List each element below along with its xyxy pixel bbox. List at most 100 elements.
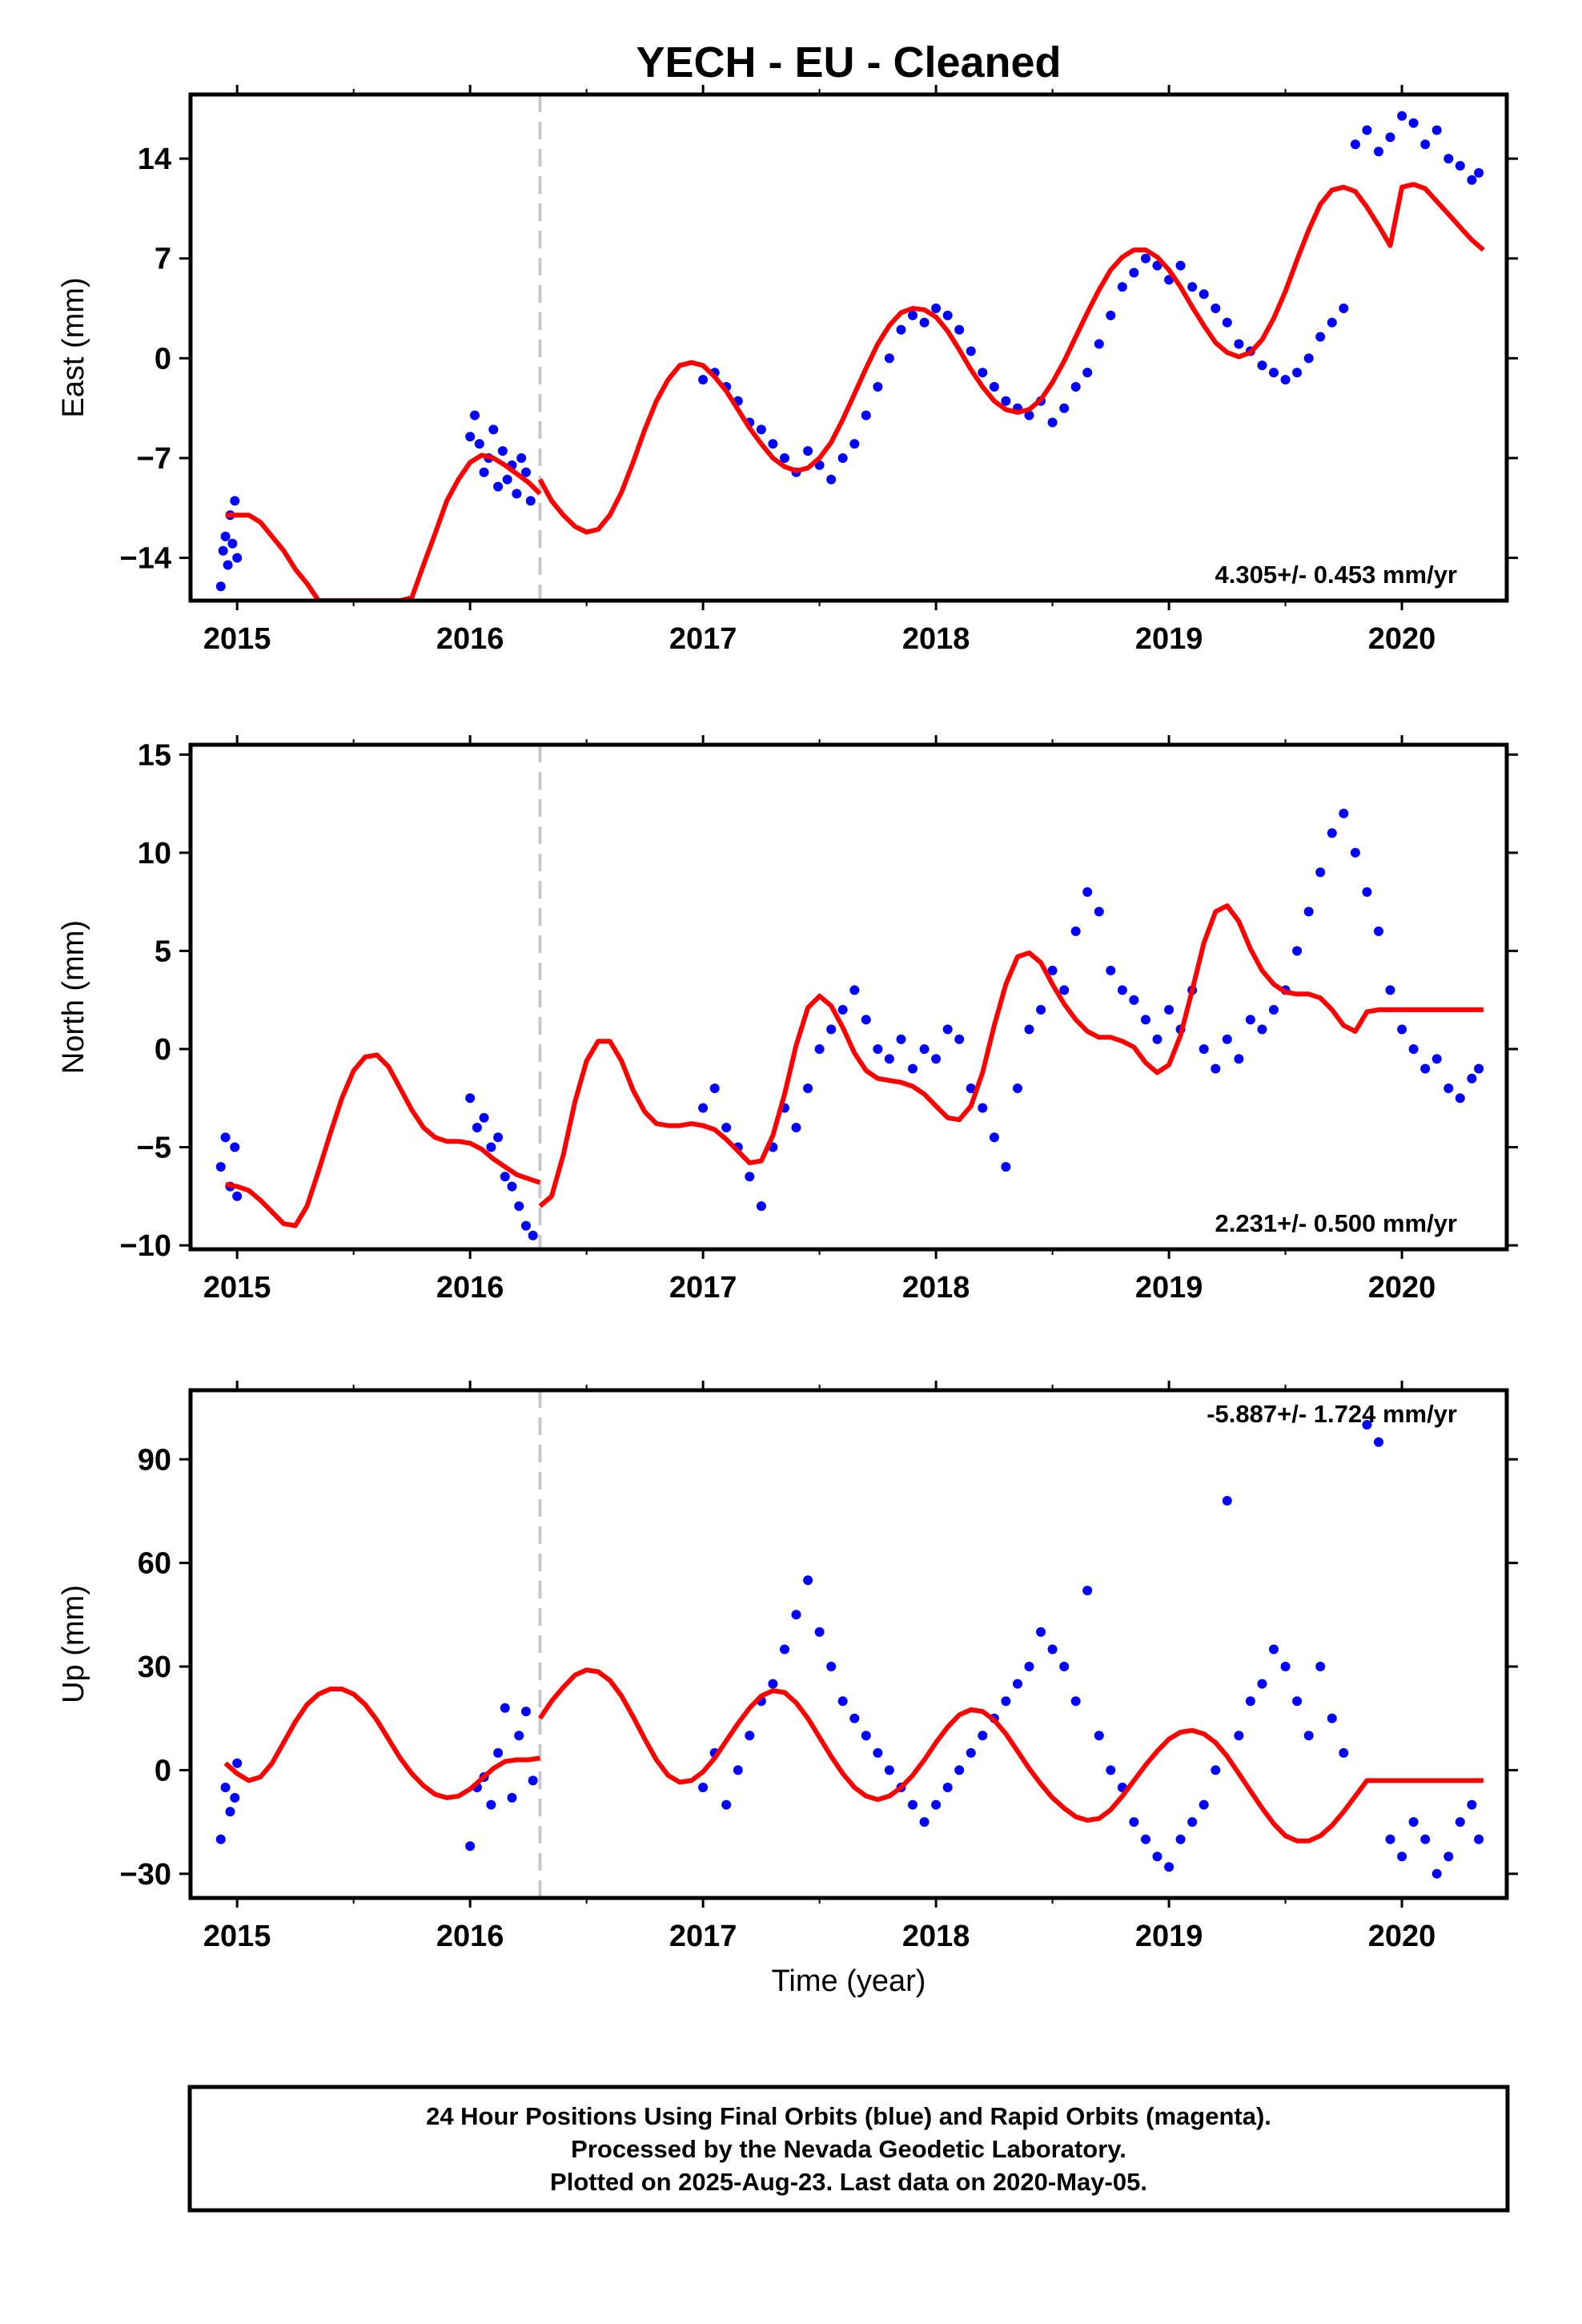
up-data-point: [528, 1775, 538, 1786]
east-data-point: [861, 410, 871, 420]
up-data-point: [507, 1792, 517, 1803]
up-data-point: [1199, 1799, 1209, 1810]
east-data-point: [978, 368, 988, 378]
up-rate-label: -5.887+/- 1.724 mm/yr: [1207, 1400, 1457, 1428]
up-data-point: [745, 1731, 755, 1741]
x-axis-title: Time (year): [772, 1964, 926, 1998]
up-x-tick-label: 2019: [1135, 1920, 1203, 1953]
up-data-point: [1245, 1696, 1255, 1707]
east-data-point: [1117, 282, 1127, 292]
north-y-tick-label: 15: [138, 738, 171, 772]
east-data-point: [521, 467, 531, 477]
up-data-point: [232, 1758, 243, 1768]
north-data-point: [1408, 1044, 1419, 1054]
east-data-point: [1047, 417, 1058, 428]
east-data-point: [989, 382, 999, 392]
up-data-point: [1059, 1662, 1070, 1671]
north-data-point: [1397, 1024, 1407, 1035]
north-data-point: [1129, 995, 1139, 1005]
up-data-point: [908, 1799, 917, 1810]
east-data-point: [837, 453, 848, 463]
up-data-point: [1013, 1679, 1022, 1689]
north-data-point: [698, 1103, 709, 1113]
up-data-point: [861, 1731, 871, 1741]
east-data-point: [465, 432, 476, 442]
north-data-point: [528, 1230, 538, 1240]
up-x-tick-label: 2018: [902, 1920, 970, 1953]
north-data-point: [989, 1132, 999, 1143]
east-data-point: [1374, 147, 1383, 157]
up-data-point: [1408, 1817, 1419, 1827]
east-data-point: [1315, 332, 1326, 342]
north-data-point: [1292, 946, 1303, 956]
east-data-point: [1257, 360, 1267, 371]
north-data-point: [1222, 1034, 1232, 1044]
east-data-point: [1327, 317, 1337, 328]
north-data-point: [215, 1162, 226, 1172]
up-y-axis-title: Up (mm): [57, 1585, 90, 1703]
up-data-point: [733, 1765, 743, 1775]
up-data-point: [1257, 1679, 1267, 1689]
north-data-point: [837, 1004, 848, 1015]
north-data-point: [1303, 907, 1314, 917]
north-data-point: [1467, 1073, 1477, 1084]
footer-line-3: Plotted on 2025-Aug-23. Last data on 202…: [550, 2168, 1147, 2196]
east-data-point: [502, 474, 512, 485]
north-data-point: [814, 1044, 825, 1054]
up-data-point: [1001, 1696, 1011, 1707]
east-data-point: [698, 375, 709, 385]
up-data-point: [220, 1783, 231, 1792]
east-data-point: [1059, 403, 1070, 413]
north-data-point: [1443, 1084, 1454, 1093]
north-data-point: [861, 1015, 871, 1025]
up-data-point: [1222, 1496, 1232, 1506]
up-data-point: [1467, 1799, 1477, 1810]
east-data-point: [1199, 289, 1209, 300]
east-data-point: [232, 553, 243, 563]
up-model-line: [538, 1667, 1484, 1844]
up-data-point: [698, 1783, 709, 1792]
east-data-point: [474, 439, 484, 449]
east-data-point: [512, 489, 522, 499]
north-data-point: [791, 1123, 801, 1132]
east-data-point: [1474, 167, 1484, 178]
east-plot-area: [191, 94, 1507, 601]
north-data-point: [1245, 1015, 1255, 1025]
north-y-tick-label: 5: [155, 935, 171, 968]
up-data-point: [1175, 1834, 1186, 1844]
east-data-point: [1269, 368, 1279, 378]
up-data-point: [1443, 1852, 1454, 1862]
north-data-point: [1094, 907, 1104, 917]
chart-title: YECH - EU - Cleaned: [636, 38, 1061, 86]
up-data-point: [942, 1783, 953, 1792]
east-data-point: [488, 424, 499, 435]
east-data-point: [1420, 139, 1431, 150]
north-data-point: [1385, 985, 1395, 995]
up-data-point: [1024, 1662, 1034, 1671]
east-y-tick-label: 14: [138, 143, 171, 176]
north-data-point: [230, 1142, 240, 1152]
east-data-point: [1408, 118, 1419, 128]
up-data-point: [1303, 1731, 1314, 1741]
east-model-line: [537, 182, 1485, 535]
east-data-point: [931, 304, 942, 313]
up-data-point: [1339, 1747, 1349, 1758]
north-data-point: [500, 1172, 510, 1182]
north-data-point: [465, 1093, 476, 1104]
north-data-point: [1234, 1054, 1244, 1064]
north-x-tick-label: 2020: [1368, 1271, 1436, 1305]
north-data-point: [1420, 1063, 1431, 1074]
up-x-tick-label: 2017: [669, 1920, 737, 1953]
north-y-tick-label: 0: [155, 1033, 171, 1067]
east-data-point: [1082, 368, 1093, 378]
north-x-tick-label: 2016: [436, 1271, 504, 1305]
up-data-point: [1047, 1644, 1058, 1655]
up-data-point: [780, 1644, 789, 1655]
east-data-point: [497, 446, 508, 456]
up-data-point: [500, 1703, 510, 1713]
east-y-tick-label: 0: [155, 342, 171, 376]
up-data-point: [1327, 1713, 1337, 1723]
up-data-point: [931, 1799, 942, 1810]
up-data-point: [978, 1731, 988, 1741]
east-data-point: [1350, 139, 1360, 150]
